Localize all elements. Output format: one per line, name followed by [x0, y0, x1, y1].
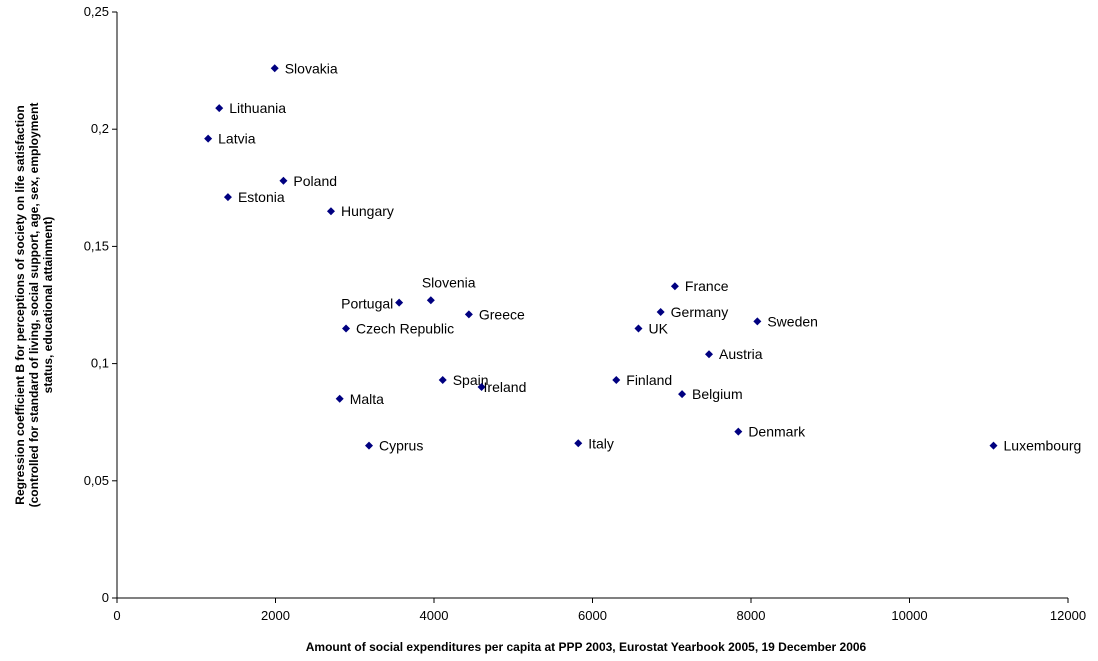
y-tick-label: 0,2 [91, 121, 109, 136]
x-tick-label: 0 [113, 608, 120, 623]
data-point-marker [656, 308, 665, 317]
data-point-label: Cyprus [379, 438, 423, 454]
data-point-label: Slovakia [285, 60, 338, 76]
data-point-label: Finland [626, 372, 672, 388]
data-point-label: Belgium [692, 386, 743, 402]
data-point-label: France [685, 278, 729, 294]
data-point-marker [989, 441, 998, 450]
data-point-label: Slovenia [422, 274, 476, 290]
x-tick-label: 4000 [420, 608, 449, 623]
x-axis: 0 2000 4000 6000 8000 10000 12000 [113, 597, 1086, 623]
data-point-marker [678, 390, 687, 399]
axis-titles: Amount of social expenditures per capita… [13, 103, 867, 654]
data-point-marker [634, 324, 643, 333]
y-tick-label: 0,15 [84, 238, 109, 253]
data-point-marker [365, 441, 374, 450]
x-axis-title: Amount of social expenditures per capita… [306, 640, 867, 654]
data-point-marker [734, 427, 743, 436]
y-axis-title-line: Regression coefficient B for perceptions… [13, 105, 27, 504]
data-point-label: Malta [350, 391, 384, 407]
data-point-marker [704, 350, 713, 359]
data-point-marker [342, 324, 351, 333]
data-point-label: Poland [293, 173, 337, 189]
data-point-label: Lithuania [229, 100, 286, 116]
data-point-marker [279, 176, 288, 185]
data-points: Slovakia Lithuania Latvia Poland Estonia Hung… [204, 60, 1082, 454]
data-point-label: Italy [588, 435, 614, 451]
x-tick-label: 2000 [261, 608, 290, 623]
data-point-marker [395, 298, 404, 307]
data-point-label: UK [648, 320, 668, 336]
data-point-label: Luxembourg [1004, 438, 1082, 454]
data-point-marker [270, 64, 279, 73]
data-point-label: Portugal [341, 296, 393, 312]
y-tick-label: 0,25 [84, 4, 109, 19]
data-point-label: Ireland [484, 379, 527, 395]
data-point-label: Germany [671, 304, 729, 320]
data-point-marker [574, 439, 583, 448]
data-point-label: Denmark [748, 424, 806, 440]
y-tick-label: 0,05 [84, 473, 109, 488]
data-point-label: Hungary [341, 203, 394, 219]
y-axis-title-line: (controlled for standard of living, soci… [27, 103, 41, 508]
data-point-marker [204, 134, 213, 143]
x-tick-label: 6000 [578, 608, 607, 623]
data-point-marker [326, 207, 335, 216]
data-point-marker [612, 376, 621, 385]
data-point-marker [438, 376, 447, 385]
data-point-marker [215, 104, 224, 113]
data-point-marker [670, 282, 679, 291]
data-point-label: Spain [453, 372, 489, 388]
y-axis-title-line: status, educational attainment) [41, 217, 55, 394]
data-point-marker [335, 394, 344, 403]
data-point-label: Estonia [238, 189, 285, 205]
data-point-label: Austria [719, 346, 763, 362]
x-tick-label: 8000 [737, 608, 766, 623]
data-point-label: Greece [479, 306, 525, 322]
data-point-label: Czech Republic [356, 320, 454, 336]
data-point-marker [426, 296, 435, 305]
data-point-marker [477, 383, 486, 392]
x-tick-label: 10000 [891, 608, 927, 623]
data-point-marker [464, 310, 473, 319]
data-point-label: Latvia [218, 131, 256, 147]
y-tick-label: 0,1 [91, 356, 109, 371]
y-axis: 0 0,05 0,1 0,15 0,2 0,25 [84, 4, 118, 605]
data-point-marker [223, 193, 232, 202]
data-point-marker [753, 317, 762, 326]
data-point-label: Sweden [767, 313, 818, 329]
y-tick-label: 0 [102, 590, 109, 605]
x-tick-label: 12000 [1050, 608, 1086, 623]
y-axis-title: Regression coefficient B for perceptions… [13, 103, 55, 508]
